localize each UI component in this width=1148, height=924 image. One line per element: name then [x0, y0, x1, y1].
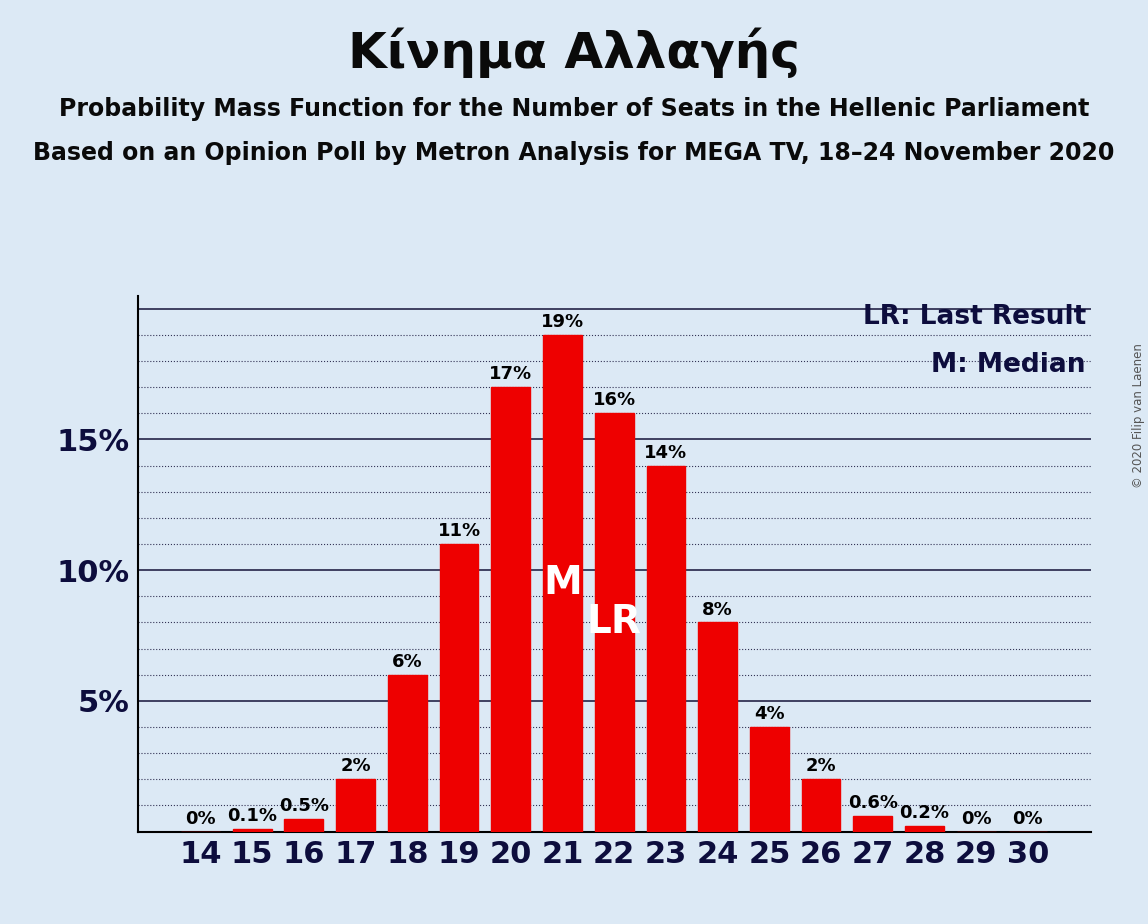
Bar	[595, 413, 634, 832]
Text: 14%: 14%	[644, 444, 688, 462]
Text: 2%: 2%	[806, 758, 837, 775]
Text: 0%: 0%	[185, 809, 216, 828]
Text: 17%: 17%	[489, 365, 533, 383]
Text: 11%: 11%	[437, 522, 481, 541]
Bar	[233, 829, 272, 832]
Bar	[285, 819, 324, 832]
Bar	[801, 779, 840, 832]
Bar	[491, 387, 530, 832]
Text: LR: Last Result: LR: Last Result	[862, 304, 1086, 330]
Text: © 2020 Filip van Laenen: © 2020 Filip van Laenen	[1132, 344, 1146, 488]
Bar	[440, 544, 479, 832]
Bar	[698, 623, 737, 832]
Text: 4%: 4%	[754, 705, 784, 723]
Bar	[388, 675, 427, 832]
Bar	[750, 727, 789, 832]
Bar	[853, 816, 892, 832]
Text: M: M	[543, 565, 582, 602]
Bar	[543, 334, 582, 832]
Text: 0.6%: 0.6%	[847, 794, 898, 812]
Text: Probability Mass Function for the Number of Seats in the Hellenic Parliament: Probability Mass Function for the Number…	[59, 97, 1089, 121]
Bar	[905, 826, 944, 832]
Text: 6%: 6%	[391, 653, 422, 671]
Text: 19%: 19%	[541, 313, 584, 331]
Text: 0%: 0%	[961, 809, 992, 828]
Bar	[336, 779, 375, 832]
Text: 0.2%: 0.2%	[900, 805, 949, 822]
Text: 2%: 2%	[340, 758, 371, 775]
Text: 0%: 0%	[1013, 809, 1044, 828]
Text: Based on an Opinion Poll by Metron Analysis for MEGA TV, 18–24 November 2020: Based on an Opinion Poll by Metron Analy…	[33, 141, 1115, 165]
Text: M: Median: M: Median	[931, 352, 1086, 378]
Text: Κίνημα Αλλαγής: Κίνημα Αλλαγής	[348, 28, 800, 79]
Text: 8%: 8%	[703, 601, 732, 618]
Text: 0.5%: 0.5%	[279, 796, 328, 815]
Bar	[646, 466, 685, 832]
Text: 16%: 16%	[592, 392, 636, 409]
Text: 0.1%: 0.1%	[227, 807, 277, 825]
Text: LR: LR	[587, 603, 642, 641]
